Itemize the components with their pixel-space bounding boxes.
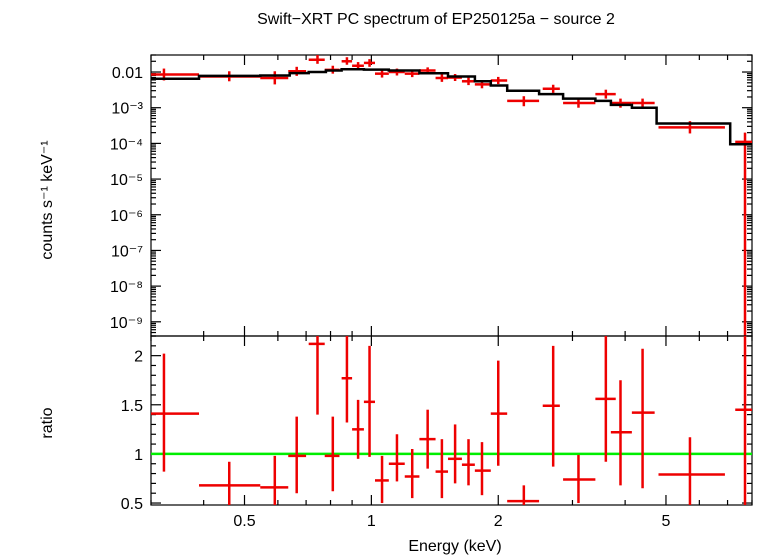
data-point	[419, 409, 436, 469]
data-point	[308, 336, 325, 415]
data-point	[288, 416, 307, 494]
data-point	[448, 424, 462, 484]
data-point	[435, 439, 449, 499]
data-point	[461, 439, 475, 486]
data-point	[324, 416, 340, 492]
y-tick-label: 10⁻³	[111, 101, 143, 118]
data-point	[631, 348, 655, 489]
x-tick-label: 0.5	[233, 513, 255, 530]
data-point	[260, 455, 289, 505]
data-point	[507, 485, 540, 505]
y-tick-label: 10⁻⁴	[110, 136, 143, 153]
data-point	[199, 461, 261, 505]
data-point	[490, 76, 508, 85]
y-tick-label: 10⁻⁵	[110, 172, 143, 189]
panel-frame	[150, 54, 753, 337]
data-point	[308, 55, 325, 64]
x-tick-label: 2	[494, 513, 503, 530]
data-point	[610, 380, 632, 486]
y-tick-label: 0.01	[112, 65, 143, 82]
data-point	[352, 399, 364, 459]
x-axis-label: Energy (keV)	[408, 538, 501, 555]
x-tick-label: 1	[367, 513, 376, 530]
x-tick-label: 5	[662, 513, 671, 530]
data-point	[363, 59, 376, 67]
data-point	[490, 360, 508, 466]
y-tick-label: 2	[134, 349, 143, 366]
model-step-line	[151, 67, 752, 146]
ratio-panel: 0.5 1 2 5 0.5 1 1.5 2	[121, 335, 753, 530]
chart-title: Swift−XRT PC spectrum of EP250125a − sou…	[257, 11, 615, 28]
data-point	[631, 98, 655, 108]
y-tick-label: 0.5	[121, 496, 143, 513]
panel-frame	[150, 335, 753, 506]
spectrum-panel: 0.01 10⁻³ 10⁻⁴ 10⁻⁵ 10⁻⁶ 10⁻⁷ 10⁻⁸ 10⁻⁹	[110, 54, 753, 337]
data-point	[563, 98, 596, 108]
data-point	[260, 71, 289, 85]
bottom-y-axis-label: ratio	[39, 407, 56, 438]
data-point	[474, 442, 491, 496]
y-tick-label: 10⁻⁹	[110, 315, 143, 332]
data-point	[563, 454, 596, 504]
data-point	[375, 455, 389, 504]
data-point	[507, 96, 540, 107]
data-point	[610, 98, 632, 108]
data-point	[404, 448, 420, 499]
data-point	[595, 89, 616, 99]
top-y-axis-label: counts s⁻¹ keV⁻¹	[39, 140, 56, 259]
y-tick-label: 1	[134, 447, 143, 464]
data-point	[542, 84, 560, 93]
y-tick-label: 10⁻⁸	[110, 279, 143, 296]
data-point	[375, 69, 389, 78]
data-point	[658, 437, 725, 505]
data-point	[461, 77, 475, 86]
data-point	[595, 336, 616, 462]
data-point	[735, 132, 752, 336]
y-tick-label: 10⁻⁷	[111, 243, 143, 260]
data-point	[151, 353, 200, 472]
data-point	[363, 345, 376, 457]
data-point	[341, 336, 353, 423]
data-point	[542, 345, 560, 467]
y-tick-label: 10⁻⁶	[110, 208, 143, 225]
y-tick-label: 1.5	[121, 398, 143, 415]
data-point	[288, 66, 307, 76]
data-point	[341, 57, 353, 65]
data-point	[388, 434, 405, 482]
data-point	[735, 336, 752, 505]
data-point	[435, 74, 449, 82]
